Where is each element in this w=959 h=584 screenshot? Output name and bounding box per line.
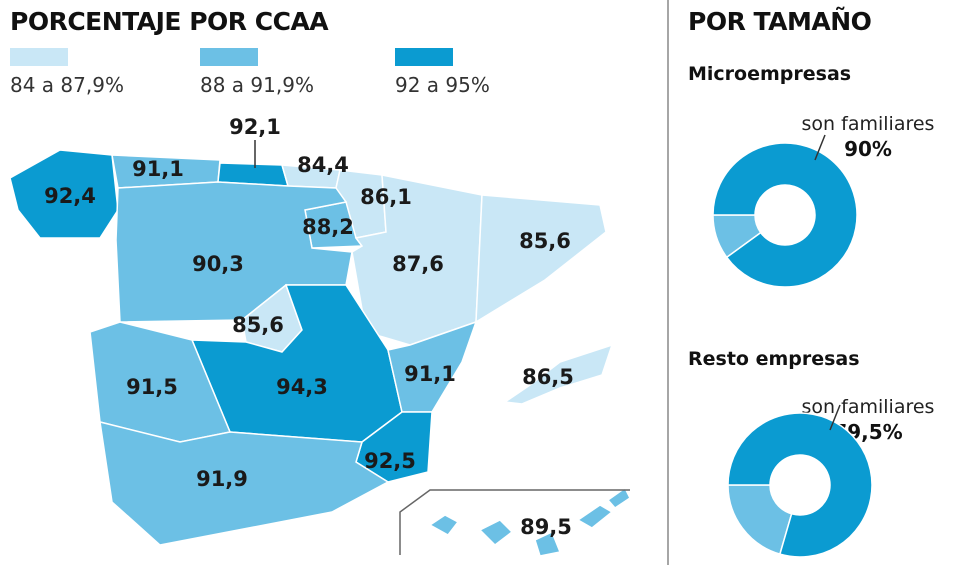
- region-label: 91,1: [132, 157, 184, 181]
- map-title: PORCENTAJE POR CCAA: [10, 7, 329, 36]
- region: [502, 343, 614, 405]
- donut-segment: [712, 142, 858, 288]
- legend-label: 84 a 87,9%: [10, 73, 124, 97]
- region-label: 86,5: [522, 365, 574, 389]
- region: [428, 486, 631, 557]
- region: [9, 149, 119, 239]
- donut-rest: [727, 484, 793, 556]
- region: [475, 194, 607, 324]
- region-label: 89,5: [520, 515, 572, 539]
- canarias-frame: [399, 489, 630, 555]
- region: [576, 504, 614, 529]
- region-label: 94,3: [276, 375, 328, 399]
- region: [99, 420, 390, 546]
- region: [115, 181, 353, 323]
- legend-label: 88 a 91,9%: [200, 73, 314, 97]
- legend-swatch: [200, 48, 258, 66]
- region-label: 85,6: [232, 313, 284, 337]
- region-label: 91,5: [126, 375, 178, 399]
- donut-title: Resto empresas: [688, 348, 860, 370]
- region-label: 85,6: [519, 229, 571, 253]
- region: [606, 486, 631, 509]
- donut-label: son familiares: [802, 113, 935, 135]
- region-label: 92,1: [229, 115, 281, 139]
- legend-swatch: [10, 48, 68, 66]
- donut-title: Microempresas: [688, 63, 851, 85]
- region-label: 92,5: [364, 449, 416, 473]
- legend-label: 92 a 95%: [395, 73, 490, 97]
- leader-line: [814, 134, 826, 161]
- donut-segment: [727, 412, 873, 558]
- region-label: 84,4: [297, 153, 349, 177]
- region-label: 91,9: [196, 467, 248, 491]
- donuts: [712, 134, 873, 558]
- region: [428, 514, 460, 536]
- region-label: 87,6: [392, 252, 444, 276]
- map: 92,4 91,1 92,1 84,4 86,1 88,2 87,6 85,6 …: [9, 115, 631, 557]
- region-label: 92,4: [44, 184, 96, 208]
- region: [534, 530, 562, 557]
- donut-value-label: 90%: [844, 137, 892, 161]
- region-label: 88,2: [302, 215, 354, 239]
- leader-line: [829, 404, 841, 431]
- legend-swatch: [395, 48, 453, 66]
- region: [478, 519, 514, 546]
- size-title: POR TAMAÑO: [688, 7, 871, 36]
- region-label: 90,3: [192, 252, 244, 276]
- region-label: 91,1: [404, 362, 456, 386]
- region-label: 86,1: [360, 185, 412, 209]
- donut-label: son familiares: [802, 396, 935, 418]
